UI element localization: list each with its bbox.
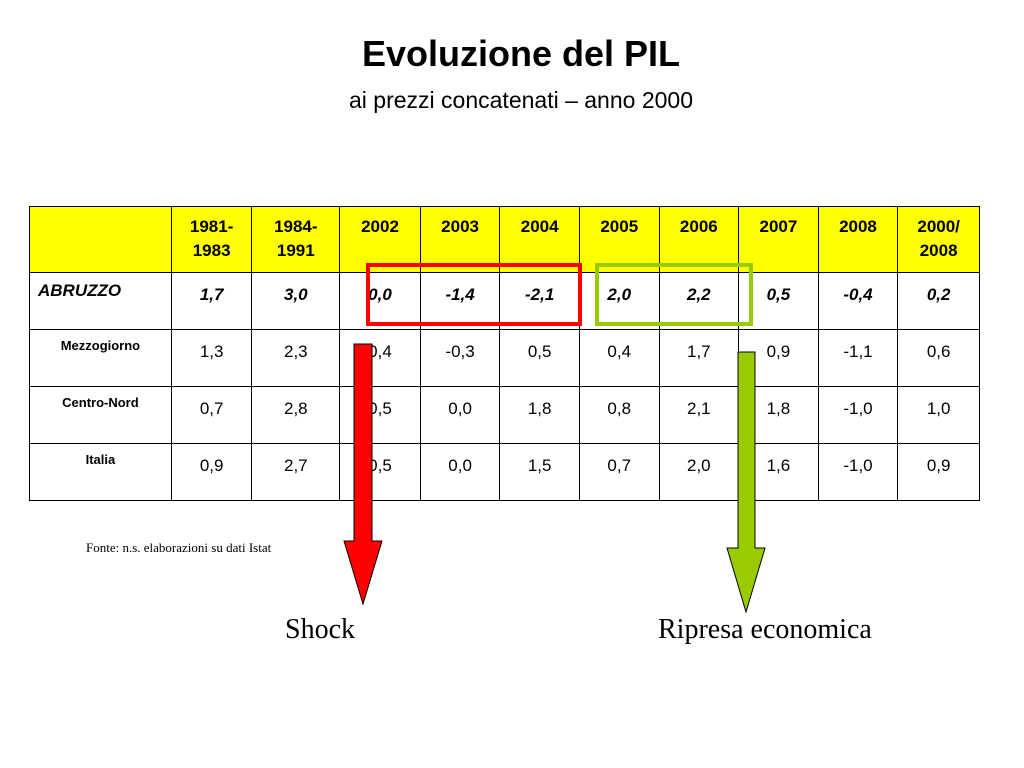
table-cell: -2,1 bbox=[499, 272, 580, 330]
table-cell: 1,8 bbox=[738, 386, 819, 444]
table-cell: 1,0 bbox=[897, 386, 980, 444]
table-cell: 2,0 bbox=[658, 443, 740, 501]
source-note: Fonte: n.s. elaborazioni su dati Istat bbox=[86, 540, 272, 555]
table-cell: -0,4 bbox=[817, 272, 899, 330]
table-cell: 0,7 bbox=[170, 386, 253, 444]
table-row: Italia 0,9 2,7 0,5 0,0 1,5 0,7 2,0 1,6 -… bbox=[29, 443, 980, 501]
table-cell: 1,5 bbox=[499, 443, 580, 501]
header-cell: 2002 bbox=[339, 206, 421, 273]
row-label: Centro-Nord bbox=[29, 386, 172, 444]
table-cell: 1,8 bbox=[499, 386, 580, 444]
row-label: ABRUZZO bbox=[29, 272, 172, 330]
shock-label: Shock bbox=[285, 614, 355, 645]
table-cell: 2,3 bbox=[251, 329, 341, 387]
table-header-row: 1981- 1983 1984- 1991 2002 2003 2004 200… bbox=[29, 206, 980, 273]
table-cell: 2,8 bbox=[251, 386, 341, 444]
header-cell: 2006 bbox=[658, 206, 740, 273]
header-cell: 2000/ 2008 bbox=[897, 206, 980, 273]
table-cell: 0,4 bbox=[339, 329, 421, 387]
gdp-table: 1981- 1983 1984- 1991 2002 2003 2004 200… bbox=[29, 206, 980, 501]
table-cell: 2,1 bbox=[658, 386, 740, 444]
table-cell: -1,0 bbox=[817, 443, 899, 501]
table-cell: -0,3 bbox=[419, 329, 501, 387]
table-cell: 1,6 bbox=[738, 443, 819, 501]
table-cell: 0,0 bbox=[419, 386, 501, 444]
page-subtitle: ai prezzi concatenati – anno 2000 bbox=[349, 87, 693, 113]
table-cell: 2,7 bbox=[251, 443, 341, 501]
table-cell: 0,7 bbox=[578, 443, 660, 501]
table-cell: 0,5 bbox=[499, 329, 580, 387]
table-cell: 1,3 bbox=[170, 329, 253, 387]
table-cell: 0,5 bbox=[339, 443, 421, 501]
header-cell: 2008 bbox=[817, 206, 899, 273]
header-cell: 2004 bbox=[499, 206, 580, 273]
table-cell: 0,0 bbox=[339, 272, 421, 330]
table-cell: 0,0 bbox=[419, 443, 501, 501]
table-row: Mezzogiorno 1,3 2,3 0,4 -0,3 0,5 0,4 1,7… bbox=[29, 329, 980, 387]
table-cell: 2,2 bbox=[658, 272, 740, 330]
header-cell: 1981- 1983 bbox=[170, 206, 253, 273]
table-cell: 0,2 bbox=[897, 272, 980, 330]
header-cell: 2005 bbox=[578, 206, 660, 273]
table-row: Centro-Nord 0,7 2,8 0,5 0,0 1,8 0,8 2,1 … bbox=[29, 386, 980, 444]
table-cell: -1,0 bbox=[817, 386, 899, 444]
header-cell: 2007 bbox=[738, 206, 819, 273]
table-cell: 0,9 bbox=[738, 329, 819, 387]
table-cell: 1,7 bbox=[658, 329, 740, 387]
table-cell: 2,0 bbox=[578, 272, 660, 330]
header-cell: 2003 bbox=[419, 206, 501, 273]
table-cell: 1,7 bbox=[170, 272, 253, 330]
table-cell: 0,9 bbox=[170, 443, 253, 501]
table-cell: -1,1 bbox=[817, 329, 899, 387]
table-cell: 0,5 bbox=[339, 386, 421, 444]
ripresa-label: Ripresa economica bbox=[658, 614, 872, 645]
header-cell: 1984- 1991 bbox=[251, 206, 341, 273]
table-cell: 0,6 bbox=[897, 329, 980, 387]
row-label: Mezzogiorno bbox=[29, 329, 172, 387]
row-label: Italia bbox=[29, 443, 172, 501]
header-cell bbox=[29, 206, 172, 273]
table-cell: 3,0 bbox=[251, 272, 341, 330]
page-title: Evoluzione del PIL bbox=[361, 33, 681, 74]
table-cell: 0,5 bbox=[738, 272, 819, 330]
table-cell: 0,8 bbox=[578, 386, 660, 444]
table-cell: -1,4 bbox=[419, 272, 501, 330]
table-cell: 0,4 bbox=[578, 329, 660, 387]
table-cell: 0,9 bbox=[897, 443, 980, 501]
table-row: ABRUZZO 1,7 3,0 0,0 -1,4 -2,1 2,0 2,2 0,… bbox=[29, 272, 980, 330]
